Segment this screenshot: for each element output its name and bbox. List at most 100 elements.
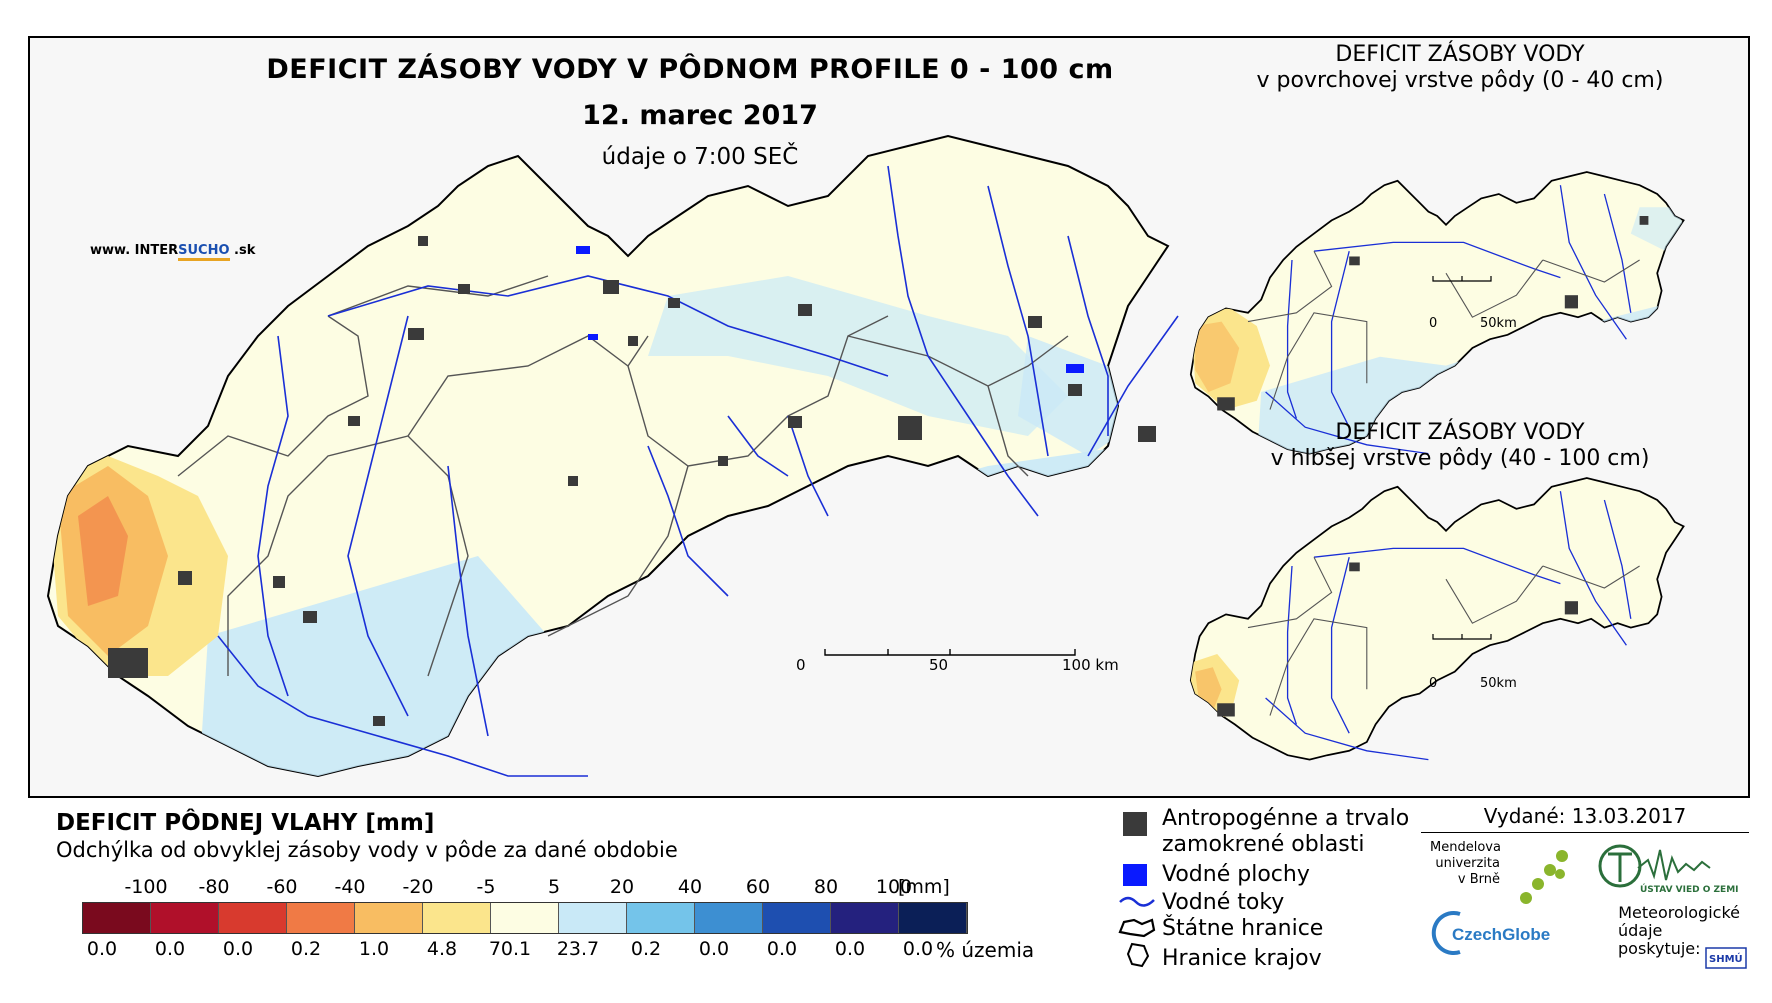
inset-top-map <box>1189 171 1685 455</box>
legend-color-swatch <box>763 903 831 933</box>
website-highlight: SUCHO <box>178 243 230 261</box>
legend-color-swatch <box>899 903 967 933</box>
legend-percent-value: 4.8 <box>426 938 458 960</box>
inset-bottom-map <box>1189 477 1685 761</box>
inset-top-scale-bar <box>1432 276 1492 282</box>
legend-break-label: -60 <box>266 876 298 898</box>
symbol-urban-label: Antropogénne a trvalo zamokrené oblasti <box>1162 806 1410 857</box>
rivers <box>217 165 1179 777</box>
legend-break-label: -20 <box>402 876 434 898</box>
legend-title: DEFICIT PÔDNEJ VLAHY [mm] <box>56 810 435 836</box>
shmu-text: SHMÚ <box>1709 952 1743 965</box>
legend-color-swatch <box>83 903 151 933</box>
inset-bottom-title: DEFICIT ZÁSOBY VODY v hlbšej vrstve pôdy… <box>1220 420 1700 472</box>
symbol-state-border-label: Štátne hranice <box>1162 916 1324 941</box>
issued-date: Vydané: 13.03.2017 <box>1483 804 1687 828</box>
legend-band: DEFICIT PÔDNEJ VLAHY [mm] Odchýlka od ob… <box>28 796 1750 976</box>
inset-bottom-scale-0: 0 <box>1429 676 1438 691</box>
legend-break-labels: -100 -80 -60 -40 -20 -5 5 20 40 60 80 100 <box>82 876 982 902</box>
legend-color-swatch <box>355 903 423 933</box>
website-prefix: www. INTER <box>90 243 179 258</box>
main-scale-bar <box>824 649 1076 656</box>
inset-bottom-outline <box>1189 477 1685 761</box>
legend-unit-pct: % územia <box>936 938 1035 962</box>
legend-break-label: -80 <box>198 876 230 898</box>
legend-color-swatch <box>695 903 763 933</box>
legend-break-label: 60 <box>745 876 771 898</box>
legend-break-label: -100 <box>124 876 168 898</box>
legend-color-swatch <box>491 903 559 933</box>
main-title: DEFICIT ZÁSOBY VODY V PÔDNOM PROFILE 0 -… <box>266 54 1114 85</box>
inset-top-title-line1: DEFICIT ZÁSOBY VODY <box>1335 42 1585 67</box>
legend-percent-value: 0.0 <box>222 938 254 960</box>
time-note: údaje o 7:00 SEČ <box>601 144 799 170</box>
inset-bottom-scale-50: 50km <box>1480 676 1517 691</box>
shmu-logo: SHMÚ <box>1705 947 1747 969</box>
symbol-water-label: Vodné plochy <box>1162 862 1310 887</box>
inset-bottom-title-line1: DEFICIT ZÁSOBY VODY <box>1335 420 1585 445</box>
meteo-line-2: údaje <box>1618 921 1663 940</box>
legend-color-swatch <box>559 903 627 933</box>
legend-color-swatch <box>627 903 695 933</box>
legend-color-swatch <box>219 903 287 933</box>
symbol-river-label: Vodné toky <box>1162 890 1285 915</box>
meteo-line-3: poskytuje: <box>1618 939 1701 958</box>
inset-top-scale-0: 0 <box>1429 316 1438 331</box>
inset-top-title: DEFICIT ZÁSOBY VODY v povrchovej vrstve … <box>1220 42 1700 94</box>
legend-percent-value: 0.2 <box>290 938 322 960</box>
dark-square-icon <box>1123 812 1147 836</box>
meteo-line-1: Meteorologické <box>1618 903 1740 922</box>
legend-break-label: -5 <box>476 876 496 898</box>
legend-color-swatch <box>151 903 219 933</box>
inset-top-scale-50: 50km <box>1480 316 1517 331</box>
mendel-line-3: v Brně <box>1457 872 1500 887</box>
scale-label-50: 50 <box>929 656 949 674</box>
legend-subtitle: Odchýlka od obvyklej zásoby vody v pôde … <box>56 838 678 862</box>
mendel-dots-icon <box>1520 850 1568 904</box>
legend-percent-value: 0.0 <box>154 938 186 960</box>
region-borders <box>177 275 1069 677</box>
map-canvas <box>46 134 1685 778</box>
legend-break-label: 20 <box>609 876 635 898</box>
website-suffix: .sk <box>229 243 256 258</box>
urban-areas <box>108 236 1156 726</box>
czechglobe-text: CzechGlobe <box>1452 925 1550 944</box>
legend-break-label: 40 <box>677 876 703 898</box>
scale-label-0: 0 <box>796 656 806 674</box>
legend-percent-value: 0.0 <box>902 938 934 960</box>
river-line-icon <box>1119 896 1155 907</box>
legend-color-scale <box>82 902 968 934</box>
legend-unit-mm: [mm] <box>898 876 950 898</box>
region-border-icon <box>1126 942 1150 968</box>
legend-percent-value: 0.0 <box>698 938 730 960</box>
legend-break-label: 80 <box>813 876 839 898</box>
legend-color-swatch <box>287 903 355 933</box>
uvz-text: ÚSTAV VIED O ZEMI <box>1640 883 1738 895</box>
scale-label-100: 100 km <box>1062 656 1119 674</box>
legend-percent-value: 0.0 <box>86 938 118 960</box>
legend-percent-value: 0.0 <box>766 938 798 960</box>
state-border-icon <box>1118 918 1156 938</box>
inset-top-title-line2: v povrchovej vrstve pôdy (0 - 40 cm) <box>1256 68 1664 93</box>
legend-color-swatch <box>423 903 491 933</box>
mendel-line-1: Mendelova <box>1430 840 1501 855</box>
legend-break-label: 100 <box>875 876 913 898</box>
legend-break-label: 5 <box>547 876 561 898</box>
symbol-region-border-label: Hranice krajov <box>1162 946 1322 971</box>
blue-square-icon <box>1123 864 1147 886</box>
water-bodies <box>576 246 1084 373</box>
mendel-line-2: univerzita <box>1435 856 1500 871</box>
czechglobe-logo: CzechGlobe <box>1431 911 1550 955</box>
inset-bottom-scale-bar <box>1432 634 1492 640</box>
legend-color-swatch <box>831 903 899 933</box>
uvz-logo: ÚSTAV VIED O ZEMI <box>1598 844 1738 895</box>
map-date: 12. marec 2017 <box>582 100 818 131</box>
legend-percent-value: 1.0 <box>358 938 390 960</box>
mendel-university-logo: Mendelova univerzita v Brně <box>1430 840 1501 888</box>
legend-break-label: -40 <box>334 876 366 898</box>
main-map <box>46 134 1179 778</box>
legend-percent-value: 70.1 <box>488 938 532 960</box>
inset-bottom-title-line2: v hlbšej vrstve pôdy (40 - 100 cm) <box>1270 446 1650 471</box>
meteo-credit: Meteorologické údaje poskytuje: <box>1600 904 1740 958</box>
website-url[interactable]: www. INTERSUCHO .sk <box>90 243 256 261</box>
